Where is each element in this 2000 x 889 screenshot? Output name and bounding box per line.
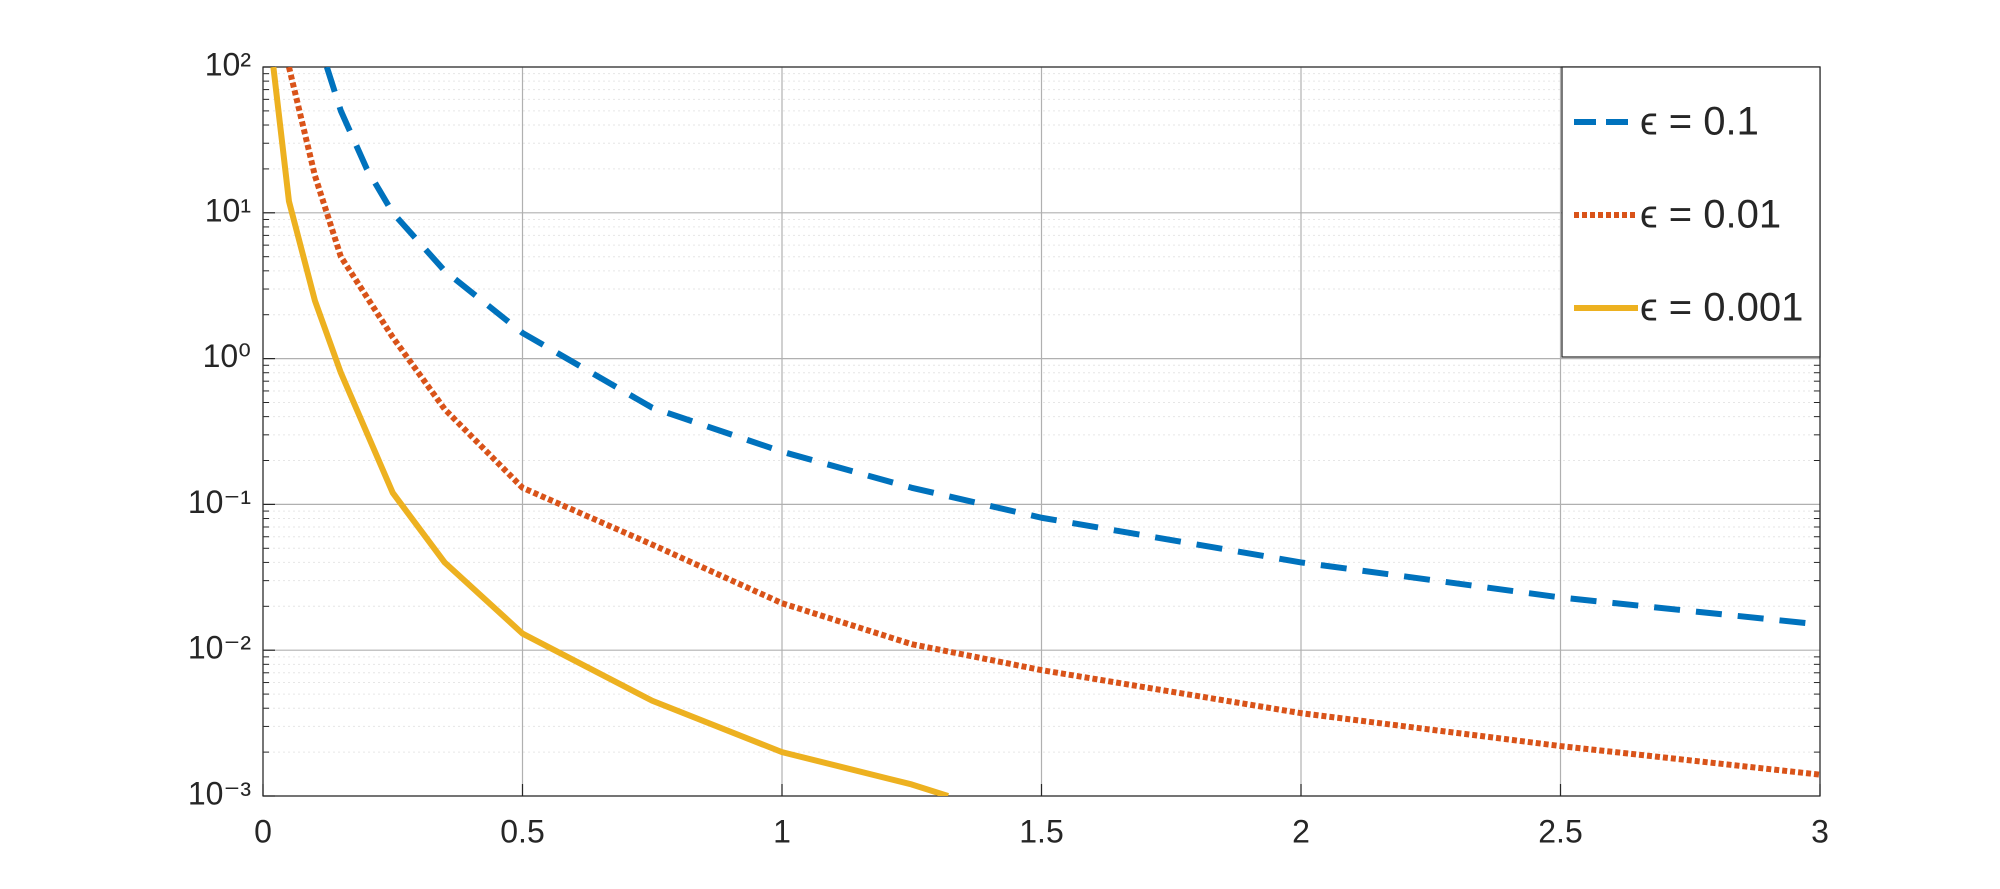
x-tick-label: 1.5 — [1019, 813, 1063, 849]
plot-frame — [262, 66, 1821, 797]
y-tick-label: 10² — [205, 46, 252, 82]
y-tick-label: 10⁻³ — [188, 775, 251, 811]
series-line — [286, 67, 1820, 778]
y-tick-label: 10¹ — [205, 192, 251, 228]
legend-label: ϵ = 0.01 — [1640, 193, 1781, 237]
x-tick-label: 0.5 — [500, 813, 544, 849]
legend-label: ϵ = 0.1 — [1640, 100, 1759, 144]
series-line — [323, 67, 1820, 628]
x-tick-label: 1 — [773, 813, 791, 849]
x-tick-label: 0 — [254, 813, 272, 849]
y-tick-label: 10⁻¹ — [188, 484, 251, 520]
x-tick-label: 3 — [1811, 813, 1829, 849]
series-line — [270, 67, 949, 796]
y-tick-label: 10⁻² — [188, 630, 251, 666]
y-tick-label: 10⁰ — [203, 338, 251, 374]
legend-label: ϵ = 0.001 — [1640, 286, 1803, 330]
x-tick-label: 2 — [1292, 813, 1310, 849]
x-tick-label: 2.5 — [1538, 813, 1582, 849]
